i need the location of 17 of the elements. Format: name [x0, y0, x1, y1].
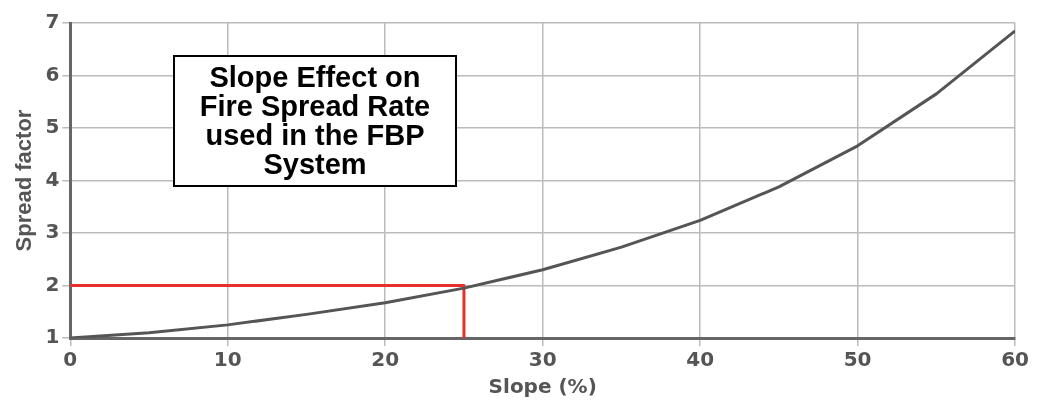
x-tick-label: 40 — [686, 347, 715, 372]
y-axis-title: Spread factor — [11, 109, 37, 252]
x-tick-label: 0 — [63, 347, 78, 372]
y-tick-label: 1 — [45, 324, 60, 349]
text: Slope Effect on Fire Spread Rate used in the FBP System — [173, 54, 457, 187]
y-tick-label: 4 — [45, 166, 60, 191]
x-tick-label: 30 — [528, 347, 557, 372]
y-tick-label: 7 — [45, 9, 60, 34]
x-tick-label: 60 — [1001, 347, 1030, 372]
y-tick-label: 5 — [45, 114, 60, 139]
x-tick-label: 20 — [371, 347, 400, 372]
x-tick-label: 50 — [843, 347, 872, 372]
x-axis-title: Slope (%) — [488, 374, 597, 399]
y-tick-label: 2 — [45, 271, 60, 296]
y-tick-label: 3 — [45, 219, 60, 244]
x-tick-label: 10 — [213, 347, 242, 372]
y-tick-label: 6 — [45, 61, 60, 86]
